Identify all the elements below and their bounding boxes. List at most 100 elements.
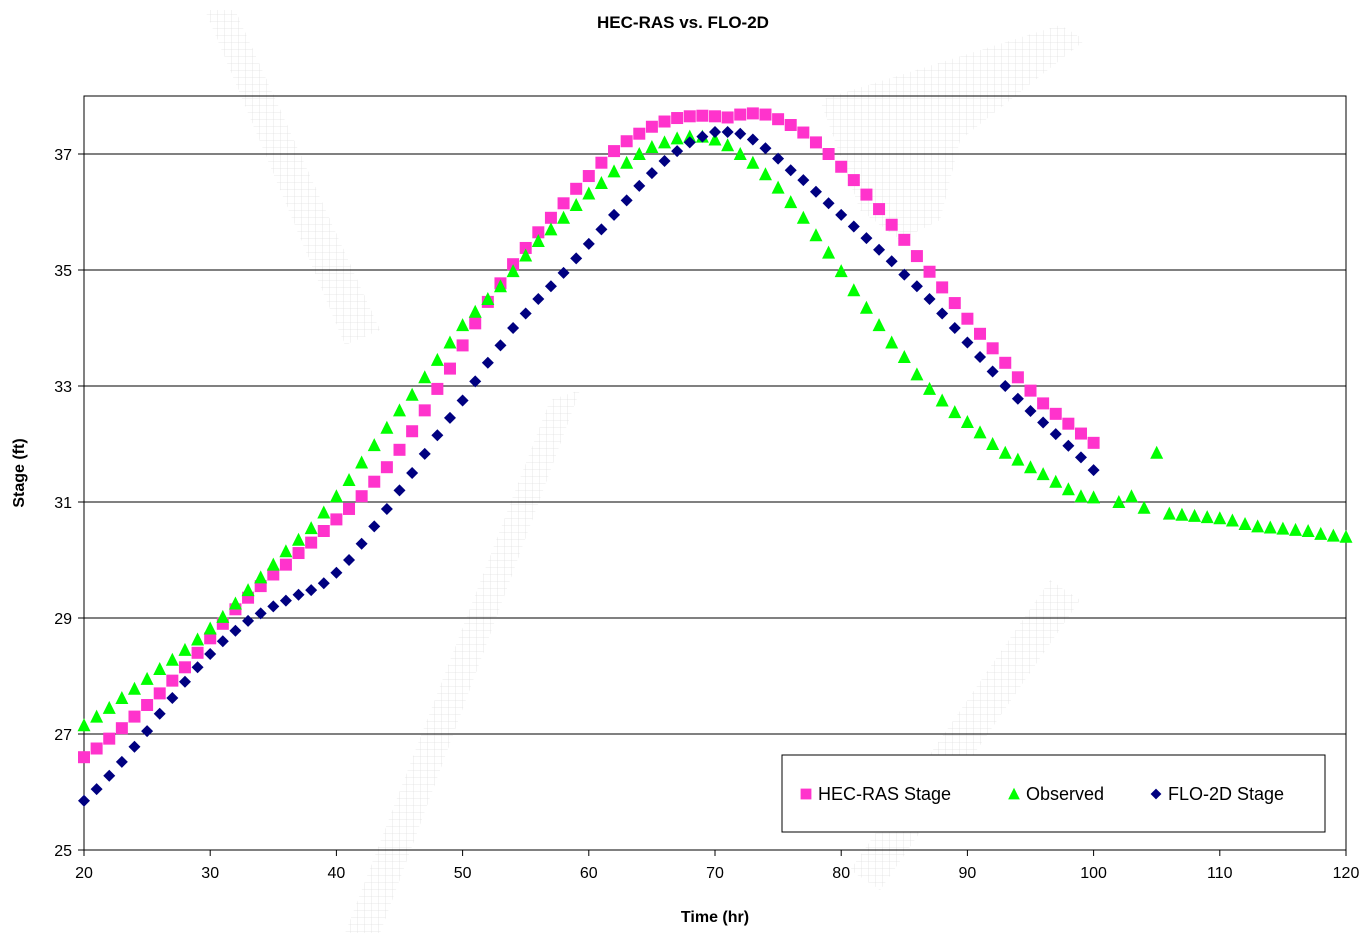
diamond-point	[608, 208, 621, 221]
triangle-point	[1036, 467, 1050, 481]
square-point	[873, 203, 886, 216]
square-point	[544, 211, 557, 224]
y-axis-label: Stage (ft)	[11, 438, 28, 507]
diamond-point	[443, 411, 456, 424]
triangle-point	[1061, 482, 1075, 496]
diamond-point	[279, 594, 292, 607]
square-point	[671, 112, 684, 125]
triangle-point	[1087, 490, 1101, 504]
diamond-point	[343, 554, 356, 566]
diamond-point	[406, 467, 419, 479]
square-point	[532, 226, 545, 239]
diamond-point	[204, 647, 217, 660]
triangle-point	[1074, 489, 1088, 503]
triangle-point	[216, 609, 230, 623]
diamond-point	[835, 208, 848, 221]
square-point	[343, 502, 356, 515]
square-point	[431, 382, 444, 395]
triangle-point	[859, 300, 873, 314]
legend-marker-square	[800, 788, 812, 800]
diamond-point	[481, 356, 494, 369]
triangle-point	[430, 352, 444, 366]
triangle-point	[292, 532, 306, 546]
triangle-point	[834, 264, 848, 278]
data-series	[77, 107, 1353, 807]
triangle-point	[544, 222, 558, 236]
triangle-point	[405, 387, 419, 401]
diamond-point	[595, 223, 608, 236]
triangle-point	[304, 521, 318, 535]
grid	[84, 153, 1346, 735]
square-point	[746, 107, 759, 120]
square-point	[658, 115, 671, 128]
triangle-point	[140, 671, 154, 685]
square-point	[620, 135, 633, 148]
square-point	[305, 536, 318, 549]
square-point	[469, 317, 482, 330]
triangle-point	[228, 596, 242, 610]
diamond-point	[355, 537, 368, 550]
square-point	[178, 661, 191, 674]
triangle-point	[758, 167, 772, 181]
y-tick-label: 33	[54, 379, 72, 396]
triangle-point	[203, 621, 217, 635]
triangle-point	[1049, 474, 1063, 488]
triangle-point	[923, 381, 937, 395]
diamond-point	[254, 607, 267, 620]
square-point	[519, 241, 532, 254]
triangle-point	[90, 709, 104, 723]
triangle-point	[456, 318, 470, 332]
diamond-point	[456, 394, 469, 407]
square-point	[961, 312, 974, 325]
diamond-point	[330, 566, 343, 579]
legend-label: Observed	[1026, 784, 1104, 804]
square-point	[936, 281, 949, 294]
diamond-point	[1024, 404, 1037, 417]
square-point	[885, 218, 898, 231]
triangle-point	[658, 135, 672, 149]
diamond-point	[910, 280, 923, 293]
diamond-point	[141, 725, 154, 738]
series-hec-ras-stage	[78, 107, 1100, 764]
triangle-point	[910, 367, 924, 381]
x-tick-label: 70	[706, 865, 724, 882]
diamond-point	[873, 243, 886, 256]
y-tick-label: 37	[54, 147, 72, 164]
x-tick-label: 100	[1080, 865, 1107, 882]
diamond-point	[418, 447, 431, 460]
diamond-point	[759, 142, 772, 155]
square-point	[141, 699, 154, 711]
triangle-point	[1301, 524, 1315, 537]
square-point	[986, 342, 999, 355]
triangle-point	[506, 264, 520, 278]
triangle-point	[1225, 513, 1239, 527]
square-point	[797, 126, 810, 139]
diamond-point	[721, 125, 734, 138]
square-point	[267, 568, 280, 581]
square-point	[734, 108, 747, 121]
x-tick-label: 110	[1207, 865, 1233, 882]
triangle-point	[771, 180, 785, 194]
triangle-point	[531, 234, 545, 247]
triangle-point	[872, 318, 886, 332]
triangle-point	[1162, 506, 1176, 520]
diamond-point	[1062, 439, 1075, 452]
legend-label: FLO-2D Stage	[1168, 784, 1284, 804]
x-tick-label: 30	[201, 865, 219, 882]
triangle-point	[1314, 526, 1328, 540]
triangle-point	[973, 425, 987, 439]
diamond-point	[103, 769, 116, 782]
triangle-point	[153, 662, 167, 676]
diamond-point	[936, 307, 949, 320]
diamond-point	[570, 252, 583, 265]
diamond-point	[784, 164, 797, 177]
square-point	[115, 722, 128, 735]
y-tick-label: 31	[54, 495, 72, 512]
square-point	[355, 490, 368, 503]
diamond-point	[671, 145, 684, 158]
square-point	[974, 327, 987, 340]
x-tick-label: 60	[580, 865, 598, 882]
triangle-point	[683, 129, 697, 143]
square-point	[570, 182, 583, 195]
